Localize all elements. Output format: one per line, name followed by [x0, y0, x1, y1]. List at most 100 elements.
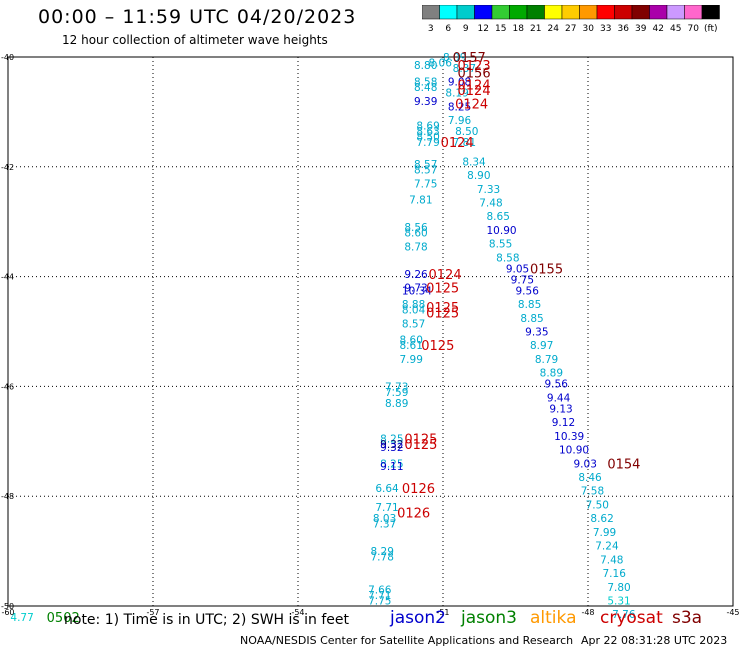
wave-height-label: 8.57 — [414, 165, 437, 177]
wave-height-label: 7.79 — [416, 137, 439, 149]
wave-height-label: 8.46 — [578, 472, 602, 484]
wave-height-label: 7.99 — [593, 527, 616, 539]
wave-height-label: 8.60 — [404, 228, 427, 240]
lon-tick-label: -54 — [291, 608, 304, 617]
scale-label: 18 — [513, 24, 525, 34]
wave-height-label: 8.34 — [462, 156, 486, 168]
wave-height-label: 8.79 — [535, 354, 558, 366]
wave-height-label: 9.56 — [545, 379, 569, 391]
lat-tick-label: -46 — [1, 382, 14, 391]
note-text: note: 1) Time is in UTC; 2) SWH is in fe… — [64, 612, 350, 628]
wave-height-label: 9.73 — [404, 283, 427, 295]
pass-time-label: 0156 — [458, 66, 491, 81]
scale-label: 27 — [565, 24, 576, 34]
wave-height-label: 7.96 — [448, 115, 472, 127]
lat-tick-label: -48 — [1, 492, 14, 501]
pass-time-label: 0154 — [607, 457, 640, 472]
wave-height-label: 7.33 — [477, 184, 500, 196]
wave-height-label: 9.39 — [414, 96, 437, 108]
pass-time-label: 0124 — [458, 84, 491, 99]
wave-height-label: 8.48 — [414, 82, 437, 94]
wave-height-label: 4.77 — [10, 612, 33, 624]
wave-height-label: 9.35 — [525, 327, 548, 339]
wave-height-label: 7.48 — [600, 554, 623, 566]
scale-swatch — [701, 5, 720, 20]
lon-tick-label: -57 — [146, 608, 159, 617]
scale-label: 3 — [428, 24, 434, 34]
wave-height-label: 7.99 — [400, 354, 423, 366]
scale-label: 9 — [463, 24, 469, 34]
lon-tick-label: -51 — [436, 608, 449, 617]
wave-height-label: 7.78 — [371, 552, 394, 564]
pass-time-label: 0126 — [397, 507, 430, 522]
wave-height-label: 9.08 — [448, 77, 471, 89]
pass-time-label: 0502 — [47, 611, 80, 626]
page-subtitle: 12 hour collection of altimeter wave hei… — [62, 33, 328, 47]
wave-height-label: 7.76 — [612, 609, 636, 621]
wave-height-label: 6.64 — [375, 483, 399, 495]
wave-height-label: 7.80 — [607, 582, 630, 594]
wave-height-label: 8.25 — [380, 434, 403, 446]
wave-height-label: 10.90 — [487, 225, 517, 237]
lon-tick-label: -45 — [726, 608, 739, 617]
wave-height-label: 9.32 — [380, 442, 403, 454]
wave-height-label: 7.48 — [479, 197, 502, 209]
legend-altika: altika — [530, 608, 577, 628]
wave-height-label: 7.24 — [595, 541, 619, 553]
scale-label: (ft) — [704, 24, 718, 34]
wave-height-label: 8.80 — [414, 60, 437, 72]
wave-height-label: 8.50 — [416, 132, 439, 144]
pass-time-label: 0125 — [404, 438, 437, 453]
legend-jason3: jason3 — [461, 608, 517, 628]
wave-height-label: 7.81 — [409, 195, 432, 207]
wave-height-label: 8.25 — [448, 101, 471, 113]
wave-height-label: 8.03 — [373, 513, 396, 525]
wave-height-label: 8.89 — [385, 398, 408, 410]
wave-height-label: 9.12 — [552, 417, 575, 429]
wave-height-label: 8.90 — [467, 170, 490, 182]
wave-height-label: 9.44 — [547, 392, 571, 404]
footer-timestamp: Apr 22 08:31:28 UTC 2023 — [581, 634, 728, 647]
wave-height-label: 5.31 — [607, 596, 630, 608]
legend-jason2: jason2 — [390, 608, 446, 628]
map-frame — [7, 56, 734, 607]
wave-height-label: 7.66 — [368, 585, 392, 597]
wave-height-label: 9.75 — [511, 274, 534, 286]
wave-height-label: 8.85 — [518, 299, 541, 311]
wave-height-label: 8.88 — [402, 299, 425, 311]
scale-label: 36 — [618, 24, 630, 34]
pass-time-label: 0125 — [426, 306, 459, 321]
scale-label: 12 — [478, 24, 489, 34]
pass-time-label: 0124 — [441, 136, 474, 151]
wave-height-label: 8.50 — [455, 126, 478, 138]
wave-height-label: 8.09 — [443, 52, 466, 64]
scale-label: 39 — [635, 24, 647, 34]
wave-height-label: 8.29 — [371, 546, 394, 558]
pass-time-label: 0123 — [458, 59, 491, 74]
wave-height-label: 8.78 — [404, 241, 427, 253]
wave-height-label: 7.58 — [581, 486, 604, 498]
wave-height-label: 8.58 — [414, 77, 437, 89]
wave-height-label: 7.75 — [414, 178, 437, 190]
wave-height-label: 8.57 — [402, 318, 425, 330]
color-scale-legend: 3 6 9 12 15 18 21 24 27 30 33 36 39 42 45 70 (ft) — [422, 5, 720, 34]
wave-height-label: 8.97 — [530, 340, 553, 352]
wave-height-label: 8.37 — [453, 63, 476, 75]
wave-height-label: 7.71 — [368, 590, 391, 602]
wave-height-label: 8.63 — [416, 126, 439, 138]
lat-tick-label: -40 — [1, 53, 14, 62]
scale-label: 42 — [653, 24, 664, 34]
wave-height-label: 7.75 — [368, 596, 391, 608]
pass-time-label: 0155 — [530, 262, 563, 277]
pass-time-label: 0124 — [429, 268, 462, 283]
wave-height-label: 8.62 — [590, 513, 613, 525]
wave-height-label: 8.85 — [520, 313, 543, 325]
footer-credit: NOAA/NESDIS Center for Satellite Applica… — [240, 634, 574, 647]
pass-time-label: 0125 — [421, 339, 454, 354]
scale-label: 45 — [670, 24, 681, 34]
wave-height-label: 8.61 — [400, 340, 423, 352]
scale-label: 15 — [495, 24, 506, 34]
wave-height-label: 9.05 — [506, 263, 529, 275]
wave-height-label: 8.56 — [404, 222, 428, 234]
